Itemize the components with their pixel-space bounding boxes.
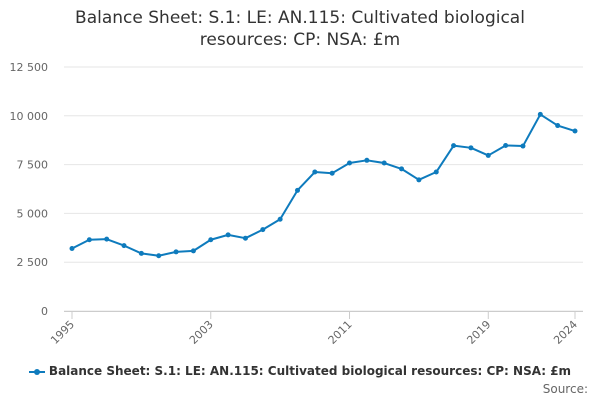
legend[interactable]: Balance Sheet: S.1: LE: AN.115: Cultivat… bbox=[0, 364, 600, 378]
chart-title: Balance Sheet: S.1: LE: AN.115: Cultivat… bbox=[0, 7, 600, 51]
y-tick-label: 5 000 bbox=[17, 207, 49, 220]
data-point[interactable] bbox=[381, 160, 387, 166]
data-point[interactable] bbox=[416, 177, 422, 183]
data-point[interactable] bbox=[537, 111, 543, 117]
series-layer bbox=[69, 111, 578, 259]
data-point[interactable] bbox=[555, 123, 561, 129]
x-tick-label: 2024 bbox=[551, 318, 580, 347]
y-tick-label: 7 500 bbox=[17, 159, 49, 172]
data-point[interactable] bbox=[69, 246, 75, 252]
data-point[interactable] bbox=[277, 216, 283, 222]
legend-swatch bbox=[28, 368, 45, 375]
y-tick-label: 0 bbox=[41, 305, 48, 318]
legend-label: Balance Sheet: S.1: LE: AN.115: Cultivat… bbox=[48, 364, 572, 378]
data-point[interactable] bbox=[468, 145, 474, 151]
x-tick-label: 2011 bbox=[326, 318, 355, 347]
data-point[interactable] bbox=[503, 142, 509, 148]
axes: 0 2 500 5 000 7 500 10 000 12 500 1995 2003 2011… bbox=[10, 61, 583, 347]
data-point[interactable] bbox=[138, 250, 144, 256]
data-point[interactable] bbox=[329, 170, 335, 176]
x-tick-label: 2003 bbox=[187, 318, 216, 347]
data-point[interactable] bbox=[225, 232, 231, 238]
data-point[interactable] bbox=[572, 128, 578, 134]
series-line bbox=[71, 113, 576, 257]
x-tick-label: 2019 bbox=[464, 318, 493, 347]
data-point[interactable] bbox=[86, 237, 92, 243]
data-point[interactable] bbox=[485, 152, 491, 158]
y-tick-label: 2 500 bbox=[17, 256, 49, 269]
gridlines bbox=[64, 66, 583, 312]
data-point[interactable] bbox=[433, 169, 439, 175]
data-point[interactable] bbox=[312, 169, 318, 175]
data-point[interactable] bbox=[451, 143, 457, 149]
y-tick-label: 12 500 bbox=[10, 61, 49, 74]
data-point[interactable] bbox=[242, 235, 248, 241]
legend-marker-icon bbox=[33, 368, 40, 375]
y-tick-label: 10 000 bbox=[10, 110, 49, 123]
data-point[interactable] bbox=[104, 236, 110, 242]
data-point[interactable] bbox=[156, 253, 162, 259]
data-point[interactable] bbox=[294, 187, 300, 193]
chart-title-line-2: resources: CP: NSA: £m bbox=[199, 30, 401, 50]
data-point[interactable] bbox=[520, 143, 526, 149]
data-point[interactable] bbox=[208, 237, 214, 243]
data-point[interactable] bbox=[347, 160, 353, 166]
data-point[interactable] bbox=[399, 166, 405, 172]
data-point[interactable] bbox=[260, 227, 266, 233]
x-tick-label: 1995 bbox=[48, 318, 77, 347]
data-point[interactable] bbox=[173, 249, 179, 255]
data-point[interactable] bbox=[364, 157, 370, 163]
data-point[interactable] bbox=[190, 248, 196, 254]
chart-title-line-1: Balance Sheet: S.1: LE: AN.115: Cultivat… bbox=[75, 8, 525, 28]
source-label: Source: bbox=[542, 382, 588, 396]
data-point[interactable] bbox=[121, 243, 127, 249]
